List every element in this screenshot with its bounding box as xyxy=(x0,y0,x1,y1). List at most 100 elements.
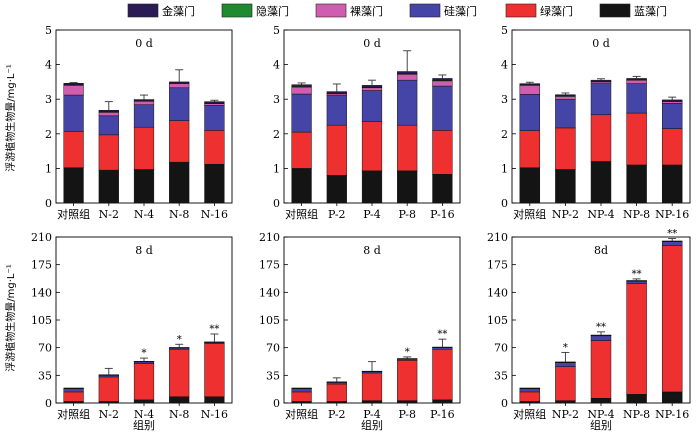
bar-segment xyxy=(555,98,576,129)
bar-segment xyxy=(169,81,190,84)
bar-segment xyxy=(133,169,155,204)
legend-swatch xyxy=(221,3,253,18)
bar-segment xyxy=(63,83,84,85)
bar-segment xyxy=(98,169,119,204)
bar-segment xyxy=(361,400,383,404)
x-tick-label: NP-2 xyxy=(552,408,579,421)
y-tick-label: 70 xyxy=(494,342,508,355)
legend-label: 金藻门 xyxy=(162,4,195,18)
legend-label: 裸藻门 xyxy=(350,4,383,18)
x-tick-label: 对照组 xyxy=(57,207,90,221)
bar-segment xyxy=(555,366,576,401)
bar-segment xyxy=(432,399,453,404)
bar-segment xyxy=(661,245,683,393)
bar-segment xyxy=(204,105,225,131)
y-tick-label: 0 xyxy=(45,197,52,210)
bar-segment xyxy=(291,93,312,133)
bar-segment xyxy=(98,134,119,171)
y-tick-label: 70 xyxy=(38,342,52,355)
y-tick-label: 210 xyxy=(487,231,508,244)
bar-segment xyxy=(63,85,84,96)
bar-segment xyxy=(432,80,453,87)
bar-segment xyxy=(626,83,647,114)
y-tick-label: 0 xyxy=(45,397,52,410)
x-axis-label: 组别 xyxy=(590,418,612,432)
bar-segment xyxy=(169,83,190,89)
panel-label: 0 d xyxy=(135,37,153,50)
x-tick-label: N-8 xyxy=(169,408,189,421)
bar-segment xyxy=(519,85,541,95)
legend-swatch xyxy=(315,3,347,18)
panel-label: 0 d xyxy=(592,37,610,50)
bar-segment xyxy=(590,114,612,162)
bar-segment xyxy=(661,241,683,246)
significance-label: ** xyxy=(209,324,219,335)
bar-segment xyxy=(204,101,225,104)
bar-segment xyxy=(397,170,418,204)
bar-segment xyxy=(519,130,541,168)
x-axis-label: 组别 xyxy=(133,418,155,432)
y-tick-label: 3 xyxy=(45,93,52,106)
bar-segment xyxy=(291,388,312,393)
bar-segment xyxy=(626,281,647,284)
legend-label: 硅藻门 xyxy=(444,4,477,18)
bar-segment xyxy=(590,83,612,116)
x-tick-label: NP-16 xyxy=(655,208,689,221)
bar-segment xyxy=(555,94,576,96)
x-tick-label: N-4 xyxy=(134,208,154,221)
x-tick-label: NP-4 xyxy=(587,208,614,221)
y-tick-label: 105 xyxy=(31,314,52,327)
bar-segment xyxy=(432,348,453,401)
bar-segment xyxy=(361,90,383,122)
y-tick-label: 210 xyxy=(259,231,280,244)
bar-segment xyxy=(169,161,190,204)
legend-swatch xyxy=(127,3,159,18)
bar-segment xyxy=(326,124,347,176)
y-tick-label: 35 xyxy=(266,369,280,382)
bar-segment xyxy=(63,94,84,132)
bar-segment xyxy=(63,388,84,393)
bar-segment xyxy=(626,394,647,404)
bar-segment xyxy=(555,96,576,100)
bar-segment xyxy=(626,78,647,80)
y-tick-label: 5 xyxy=(501,24,508,37)
x-tick-label: N-8 xyxy=(169,208,189,221)
bar-segment xyxy=(661,164,683,204)
y-tick-label: 2 xyxy=(45,128,52,141)
x-tick-label: 对照组 xyxy=(285,207,318,221)
bar-segment xyxy=(397,79,418,126)
bar-segment xyxy=(361,87,383,91)
legend-label: 绿藻门 xyxy=(540,4,573,18)
bar-segment xyxy=(361,372,383,401)
significance-label: ** xyxy=(437,329,447,340)
bar-segment xyxy=(590,398,612,404)
x-tick-label: NP-16 xyxy=(655,408,689,421)
legend-swatch xyxy=(505,3,537,18)
x-tick-label: P-16 xyxy=(430,408,455,421)
y-tick-label: 1 xyxy=(45,162,52,175)
bar-segment xyxy=(291,168,312,204)
bar-segment xyxy=(326,94,347,126)
bar-segment xyxy=(519,83,541,85)
legend-label: 蓝藻门 xyxy=(634,4,667,18)
bar-segment xyxy=(661,99,683,102)
bar-segment xyxy=(169,87,190,121)
panel-label: 8d xyxy=(594,244,608,257)
bar-segment xyxy=(63,167,84,204)
bar-segment xyxy=(169,120,190,163)
y-tick-label: 70 xyxy=(266,342,280,355)
bar-segment xyxy=(432,130,453,175)
bar-segment xyxy=(519,167,541,204)
bar-segment xyxy=(133,363,155,401)
bar-segment xyxy=(133,104,155,128)
panel-label: 8 d xyxy=(363,244,381,257)
x-tick-label: N-16 xyxy=(201,208,228,221)
significance-label: * xyxy=(563,342,568,353)
chart-panel: 0 1 2 3 4 5 0 d 对照组 P-2 P-4 P-8 P-16 xyxy=(273,24,461,221)
x-tick-label: 对照组 xyxy=(513,207,546,221)
y-tick-label: 1 xyxy=(273,162,280,175)
x-tick-label: P-16 xyxy=(430,208,455,221)
bar-segment xyxy=(432,174,453,204)
bar-segment xyxy=(519,388,541,393)
